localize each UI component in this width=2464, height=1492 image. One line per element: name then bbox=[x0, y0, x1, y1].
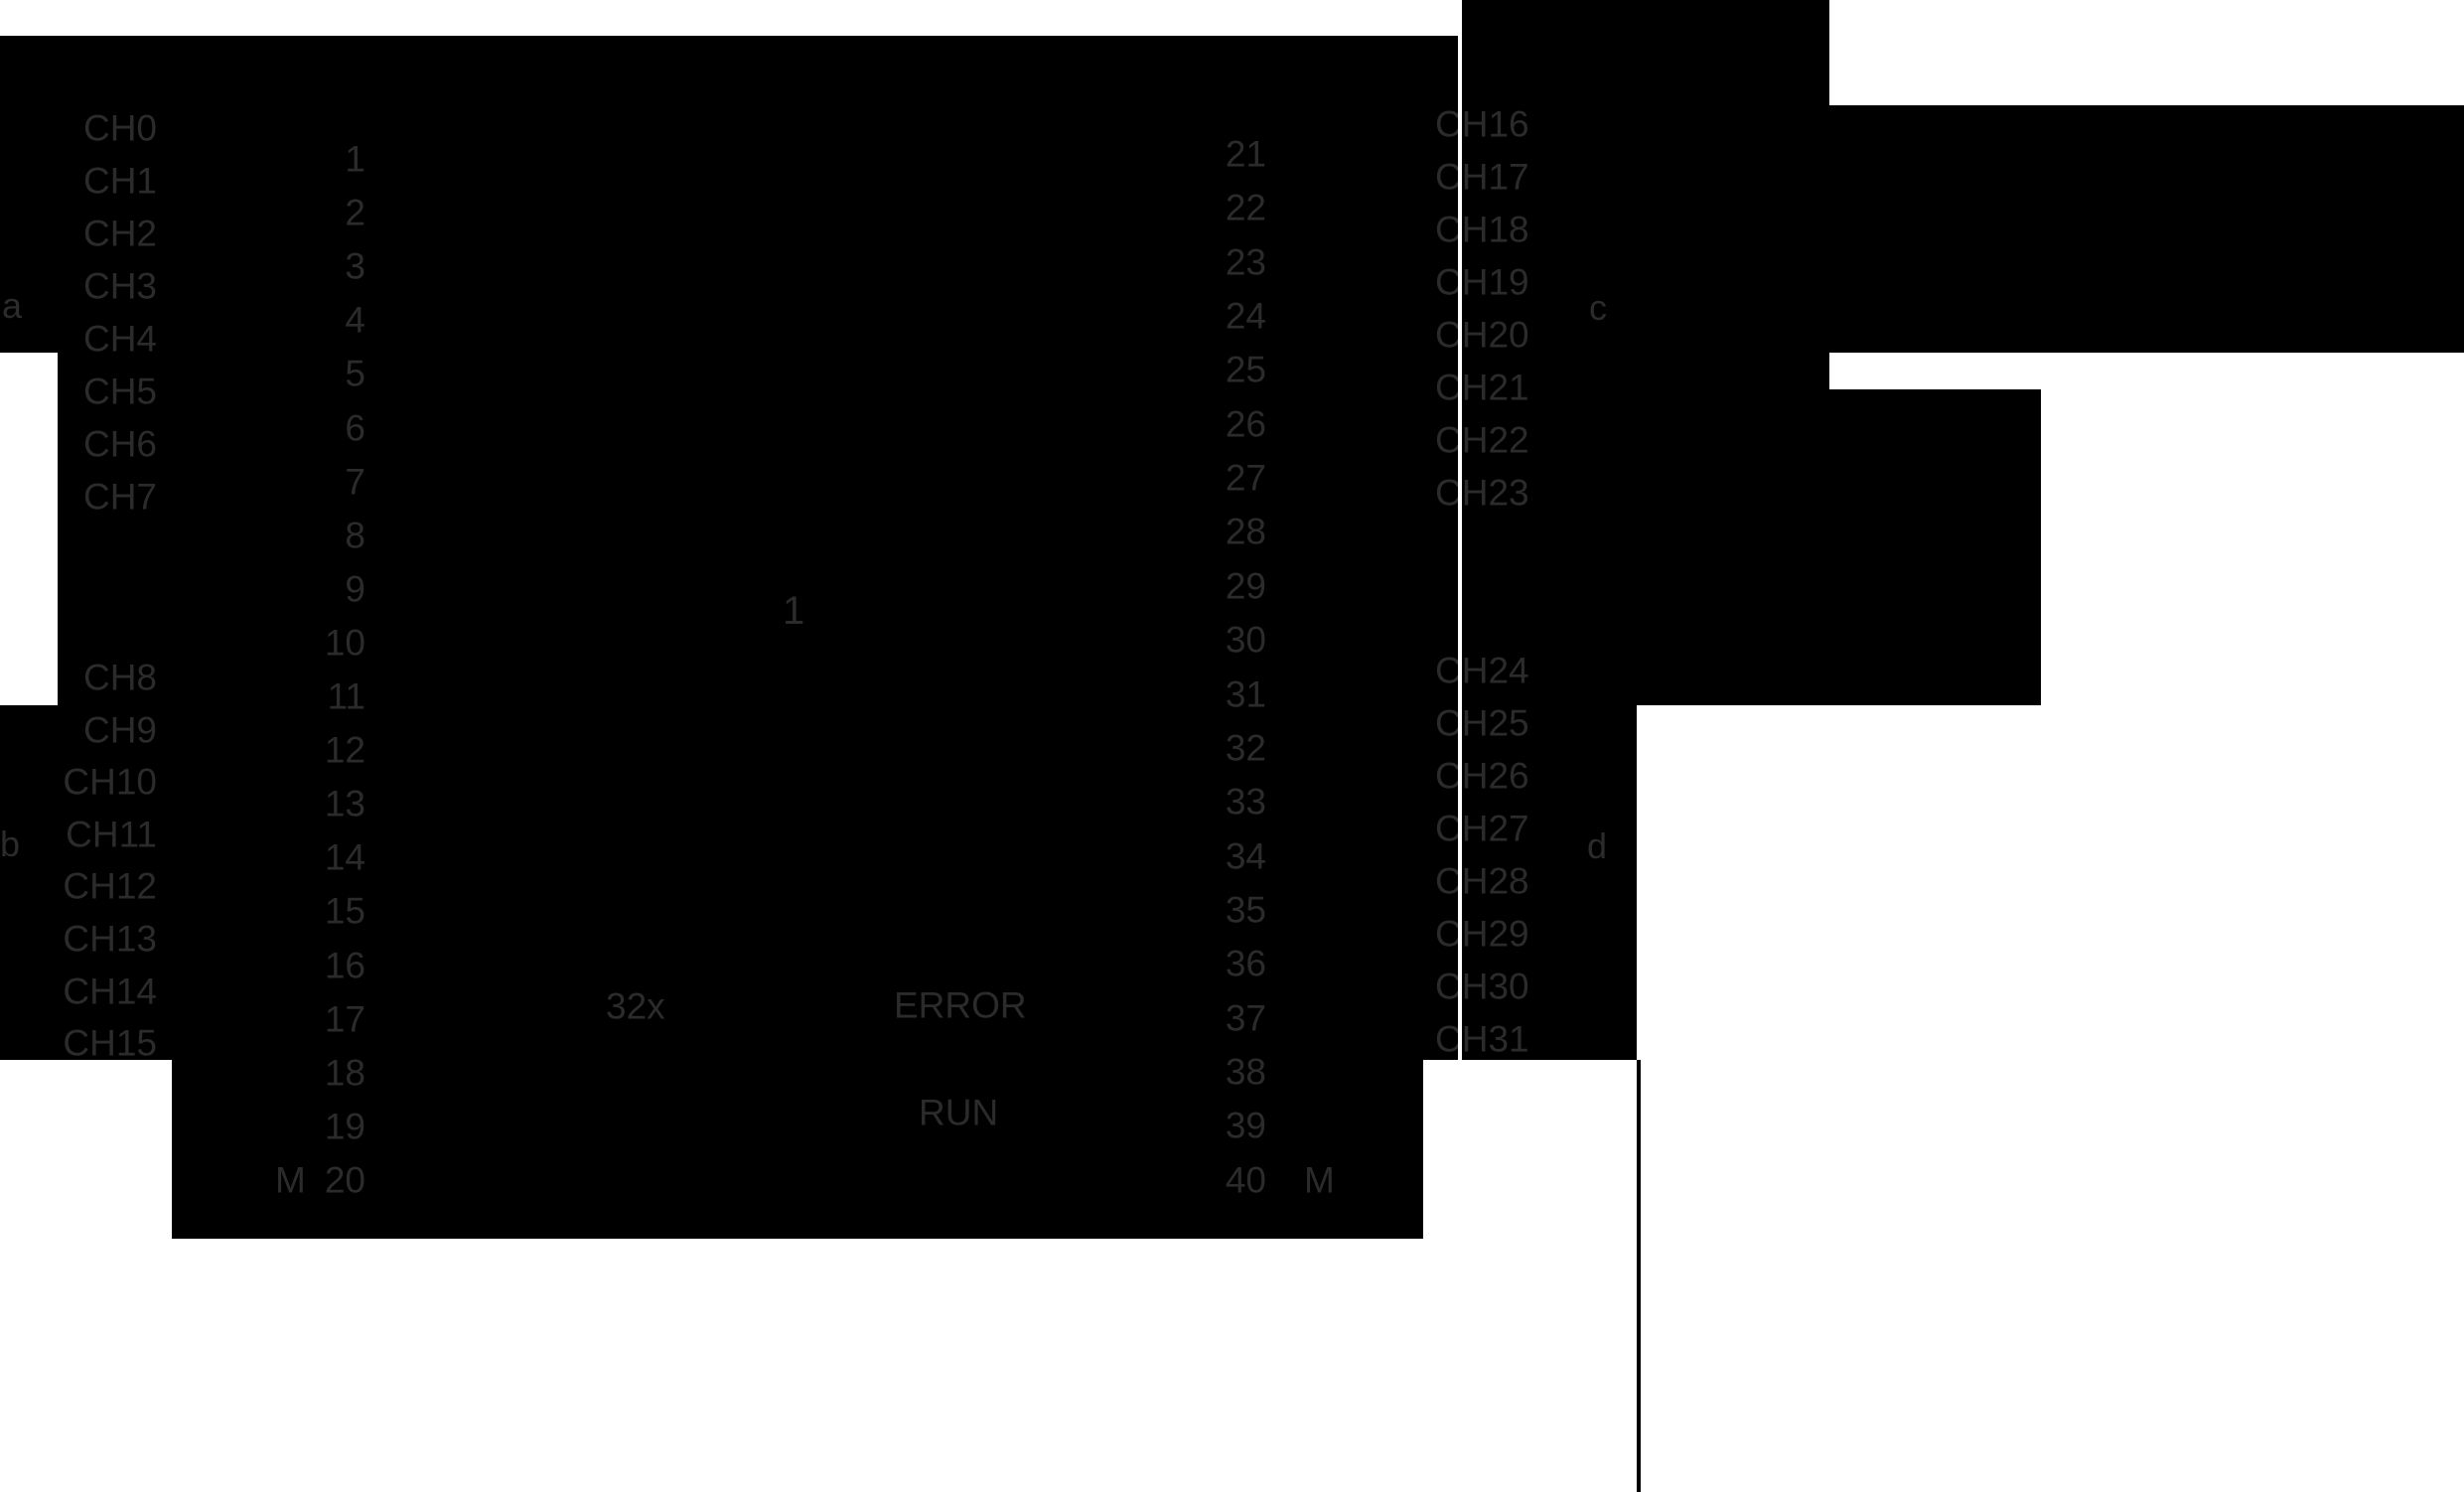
channel-label-left: CH10 bbox=[63, 761, 157, 803]
channel-label-right: CH25 bbox=[1435, 702, 1529, 744]
terminal-number-left: 9 bbox=[345, 568, 365, 610]
channel-label-left: CH5 bbox=[82, 371, 157, 412]
channel-label-right: CH30 bbox=[1435, 966, 1529, 1007]
terminal-number-left: 6 bbox=[345, 407, 365, 448]
terminal-number-right: 31 bbox=[1225, 673, 1266, 714]
terminal-number-right: 25 bbox=[1225, 349, 1266, 390]
left-panel-lower-block bbox=[0, 705, 1458, 1060]
terminal-number-right: 32 bbox=[1225, 727, 1266, 769]
channel-label-left: CH12 bbox=[63, 865, 157, 907]
terminal-number-left: 13 bbox=[324, 783, 365, 824]
terminal-number-left: 17 bbox=[324, 998, 365, 1040]
terminal-number-right: 23 bbox=[1225, 241, 1266, 283]
terminal-number-left: 19 bbox=[324, 1106, 365, 1147]
terminal-number-right: 28 bbox=[1225, 511, 1266, 552]
terminal-number-right: 27 bbox=[1225, 457, 1266, 499]
channel-label-right: CH20 bbox=[1435, 314, 1529, 356]
callout-d: d bbox=[1587, 825, 1608, 866]
channel-label-left: CH9 bbox=[82, 709, 157, 751]
channel-label-left: CH11 bbox=[66, 814, 157, 855]
terminal-number-left: 4 bbox=[345, 299, 365, 341]
channel-label-left: CH6 bbox=[82, 423, 157, 465]
channel-label-right: CH23 bbox=[1435, 472, 1529, 514]
terminal-number-right: 26 bbox=[1225, 403, 1266, 445]
right-panel-lower-block bbox=[1462, 705, 1637, 1060]
channel-label-right: CH17 bbox=[1435, 156, 1529, 198]
group-callout-1: 1 bbox=[783, 589, 805, 633]
led-count-label: 32x bbox=[606, 985, 665, 1027]
channel-label-right: CH19 bbox=[1435, 261, 1529, 303]
channel-label-right: CH27 bbox=[1435, 808, 1529, 849]
terminal-number-left: 20 bbox=[324, 1159, 365, 1201]
callout-c: c bbox=[1589, 287, 1607, 328]
terminal-number-left: 18 bbox=[324, 1052, 365, 1094]
right-panel-tall-block bbox=[1462, 0, 1829, 705]
terminal-number-left: 12 bbox=[324, 729, 365, 771]
channel-label-left: CH3 bbox=[82, 265, 157, 307]
callout-a: a bbox=[2, 285, 23, 326]
terminal-number-right: 38 bbox=[1225, 1051, 1266, 1093]
terminal-number-right: 21 bbox=[1225, 133, 1266, 175]
terminal-number-right: 40 bbox=[1225, 1159, 1266, 1201]
channel-label-right: CH22 bbox=[1435, 419, 1529, 461]
terminal-number-right: 36 bbox=[1225, 943, 1266, 984]
channel-label-left: CH4 bbox=[82, 318, 157, 360]
left-panel-middle-block bbox=[58, 353, 1458, 705]
terminal-number-left: 5 bbox=[345, 353, 365, 394]
terminal-number-left: 7 bbox=[345, 461, 365, 503]
channel-label-right: CH21 bbox=[1435, 367, 1529, 408]
terminal-number-left: 10 bbox=[324, 622, 365, 664]
terminal-number-right: 29 bbox=[1225, 565, 1266, 607]
terminal-number-left: 16 bbox=[324, 945, 365, 985]
channel-label-left: CH14 bbox=[63, 970, 157, 1012]
left-panel-bottom-block bbox=[172, 1060, 1423, 1239]
terminal-number-left: 15 bbox=[324, 890, 365, 932]
right-panel-middle-block bbox=[1829, 389, 2041, 705]
terminal-number-left: 8 bbox=[345, 515, 365, 556]
right-panel-far-block bbox=[1829, 105, 2464, 353]
terminal-number-right: 33 bbox=[1225, 781, 1266, 822]
terminal-number-left: 1 bbox=[345, 138, 365, 180]
terminal-number-right: 30 bbox=[1225, 619, 1266, 661]
channel-label-right: CH28 bbox=[1435, 860, 1529, 902]
channel-label-right: CH16 bbox=[1435, 103, 1529, 145]
left-panel-top-block bbox=[0, 36, 1458, 353]
error-led-label: ERROR bbox=[894, 984, 1027, 1026]
ground-m-label-left: M bbox=[275, 1159, 306, 1201]
terminal-number-right: 39 bbox=[1225, 1105, 1266, 1146]
terminal-number-left: 2 bbox=[345, 192, 365, 233]
terminal-number-right: 34 bbox=[1225, 835, 1266, 877]
ground-m-label-right: M bbox=[1304, 1159, 1335, 1201]
terminal-number-right: 35 bbox=[1225, 889, 1266, 931]
terminal-number-left: 14 bbox=[324, 836, 365, 878]
channel-label-left: CH7 bbox=[82, 476, 157, 518]
channel-label-right: CH29 bbox=[1435, 913, 1529, 955]
channel-label-left: CH2 bbox=[82, 213, 157, 254]
channel-label-right: CH18 bbox=[1435, 209, 1529, 250]
channel-label-left: CH8 bbox=[82, 657, 157, 698]
run-led-label: RUN bbox=[919, 1092, 999, 1133]
terminal-number-right: 37 bbox=[1225, 997, 1266, 1039]
terminal-number-left: 11 bbox=[327, 675, 365, 717]
terminal-number-left: 3 bbox=[345, 245, 365, 287]
panel-seam-divider bbox=[1458, 0, 1462, 1060]
terminal-number-right: 24 bbox=[1225, 295, 1266, 337]
channel-label-left: CH15 bbox=[63, 1022, 157, 1064]
channel-label-right: CH31 bbox=[1435, 1018, 1529, 1060]
channel-label-right: CH26 bbox=[1435, 755, 1529, 797]
vertical-connector-line bbox=[1637, 1060, 1641, 1492]
callout-b: b bbox=[0, 823, 21, 864]
channel-label-left: CH0 bbox=[82, 107, 157, 149]
channel-label-left: CH13 bbox=[63, 918, 157, 960]
terminal-number-right: 22 bbox=[1225, 187, 1266, 228]
channel-label-left: CH1 bbox=[82, 160, 157, 202]
channel-label-right: CH24 bbox=[1435, 650, 1529, 691]
